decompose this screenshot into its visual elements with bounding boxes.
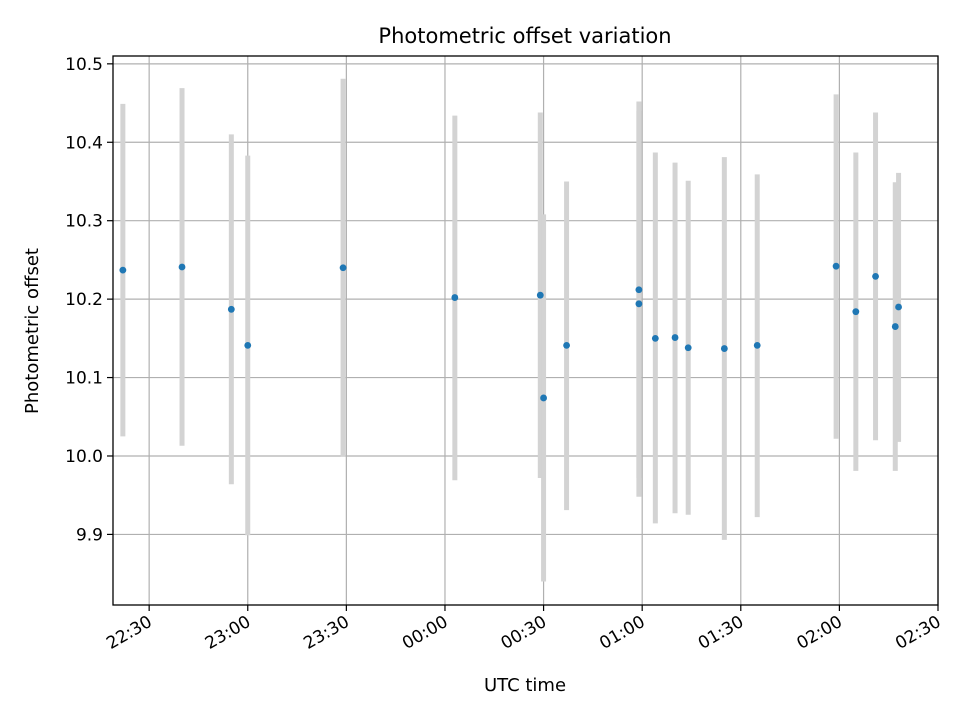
y-tick-label: 9.9 xyxy=(76,525,103,545)
y-tick-label: 10.1 xyxy=(65,369,103,389)
data-point xyxy=(684,344,692,352)
chart-title: Photometric offset variation xyxy=(378,24,671,48)
y-tick-label: 10.4 xyxy=(65,133,103,153)
y-axis-label: Photometric offset xyxy=(22,248,43,414)
plot-frame xyxy=(112,55,939,606)
data-point xyxy=(536,291,544,299)
data-point xyxy=(891,323,899,330)
data-point xyxy=(832,262,840,270)
data-points xyxy=(119,262,902,402)
data-point xyxy=(651,334,659,342)
y-tick-label: 10.2 xyxy=(65,290,103,310)
data-point xyxy=(339,264,347,272)
data-point xyxy=(671,334,679,341)
y-axis: 9.9 10.0 10.1 10.2 10.3 10.4 10.5 xyxy=(65,55,113,545)
data-point xyxy=(635,300,643,308)
data-point xyxy=(635,286,643,294)
y-tick-label: 10.3 xyxy=(65,212,103,232)
y-tick-label: 10.5 xyxy=(65,55,103,75)
data-point xyxy=(227,305,235,313)
data-point xyxy=(540,394,547,402)
data-point xyxy=(119,266,127,274)
data-point xyxy=(244,342,252,349)
data-point xyxy=(895,303,902,311)
x-axis-label: UTC time xyxy=(484,675,566,696)
data-point xyxy=(178,263,186,271)
data-point xyxy=(720,345,728,352)
data-point xyxy=(451,294,459,301)
data-point xyxy=(852,308,860,316)
data-point xyxy=(872,272,879,280)
data-point xyxy=(563,342,570,349)
data-point xyxy=(753,342,761,349)
y-tick-label: 10.0 xyxy=(65,447,103,467)
